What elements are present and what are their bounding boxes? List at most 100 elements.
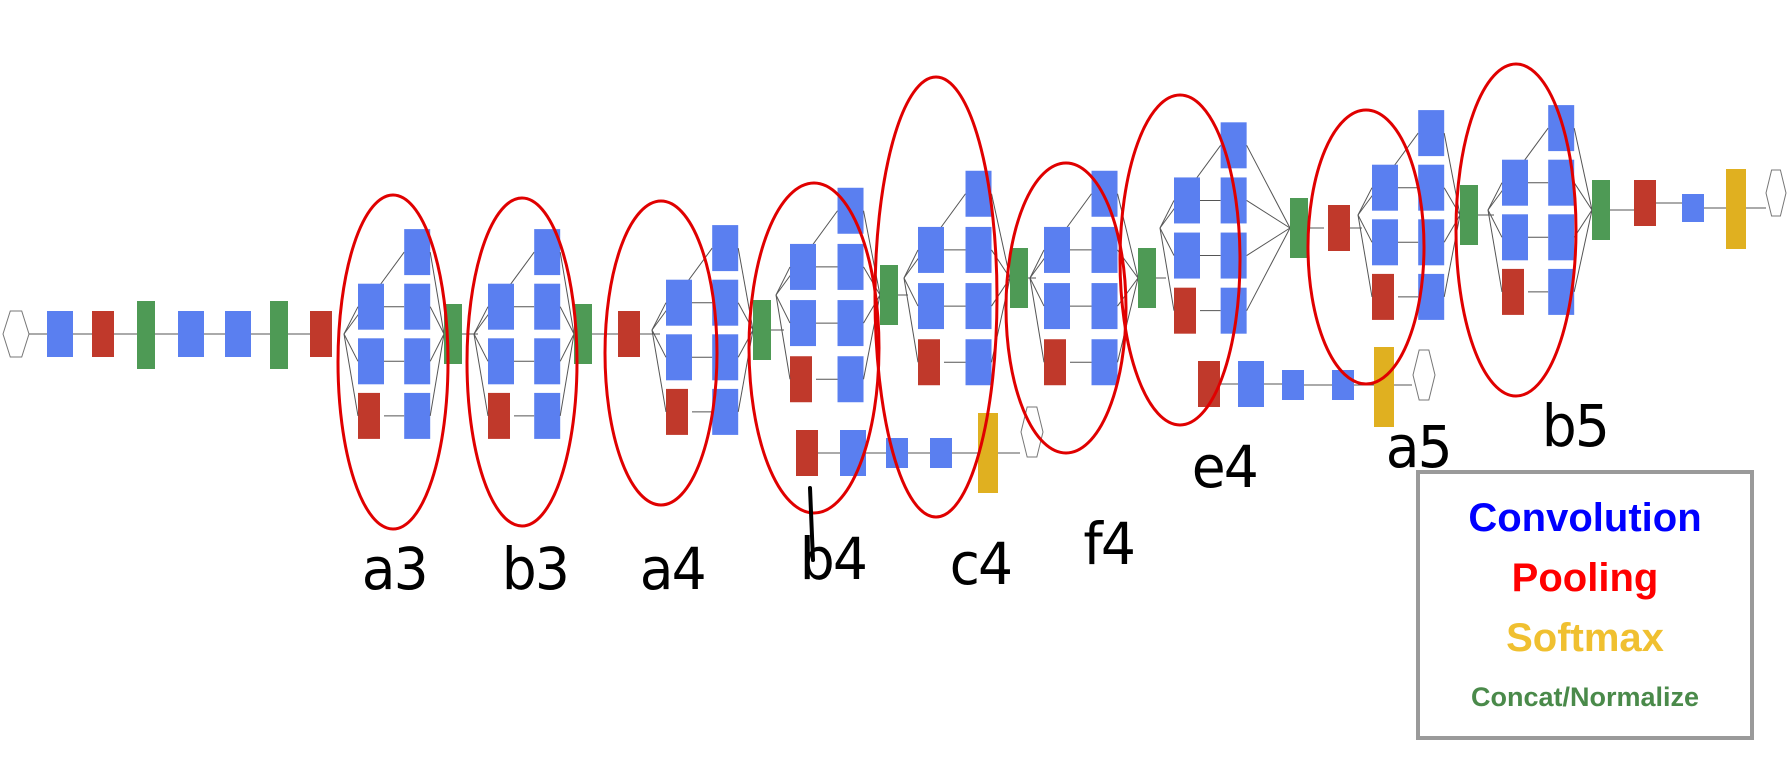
conv-block [534,392,561,439]
conv-block [1502,159,1528,206]
softmax-output-node [1765,169,1787,217]
softmax-output-node [1412,349,1436,401]
module-label-e4: e4 [1191,433,1259,501]
pool-block [618,311,640,357]
legend-concat: Concat/Normalize [1470,682,1700,712]
ellipse-marker [1454,62,1578,398]
conv-block [488,338,514,385]
conv-block [712,225,739,272]
connector-line [559,306,575,335]
concat-block [1138,248,1156,308]
softmax-block [978,413,998,493]
connector-line [473,333,489,416]
pool-block [1502,268,1524,315]
conv-block [1091,339,1118,386]
conv-block [965,339,992,386]
concat-block [574,304,592,364]
ellipse-marker [336,193,450,531]
pool-block [1634,180,1656,226]
pool-block [1372,273,1394,320]
concat-block [1290,198,1308,258]
fc-block [1282,370,1304,400]
connector-line [1246,145,1291,229]
connector-line [1029,277,1045,363]
connector-line [473,333,489,362]
module-label-b5: b5 [1541,392,1610,460]
connector-line [1029,277,1045,307]
pool-block [790,356,812,403]
connector-line [1487,182,1503,211]
connector-line [1357,214,1373,243]
conv-block [840,430,866,476]
connector-line [1573,182,1593,211]
concat-block [1460,185,1478,245]
connector-line [1246,227,1291,311]
ellipse-marker [1004,161,1128,455]
conv-block [1372,164,1398,211]
module-label-b4: b4 [799,525,868,593]
conv-block [1238,361,1264,407]
connector-line [775,266,791,296]
connector-line [903,277,919,363]
ellipse-marker [873,75,999,519]
connector-line [1357,214,1373,297]
connector-line [1117,193,1139,279]
ellipse-marker [1118,93,1242,427]
conv-block [837,300,864,347]
conv-block [712,388,739,435]
conv-block [1174,232,1200,279]
conv-block [404,392,431,439]
connector-line [775,294,791,380]
conv-block [790,243,816,290]
conv-block [1044,283,1070,330]
conv-block [1372,219,1398,266]
connector-line [1573,209,1593,293]
pool-block [358,392,380,439]
connector-line [559,252,575,335]
connector-line [1246,227,1291,256]
softmax-block [1374,347,1394,427]
connector-line [559,333,575,362]
fc-block [930,438,952,468]
conv-block [404,283,431,330]
conv-block [666,334,692,381]
pool-block [1044,339,1066,386]
connector-line [651,329,667,412]
conv-block [837,243,864,290]
conv-block [1220,122,1247,169]
connector-line [1573,127,1593,211]
pool-block [92,311,114,357]
input-node [2,310,30,358]
conv-block [1220,287,1247,334]
conv-block [1548,214,1575,261]
conv-block [225,311,251,357]
concat-block [1010,248,1028,308]
pool-block [1328,205,1350,251]
conv-block [837,356,864,403]
conv-block [1091,226,1118,273]
pool-block [1174,287,1196,334]
concat-block [880,265,898,325]
module-label-a4: a4 [639,535,707,603]
ellipse-marker [747,181,881,515]
module-label-c4: c4 [949,530,1013,598]
concat-block [270,301,288,369]
conv-block [534,229,561,276]
conv-block [47,311,73,357]
connector-line [1029,249,1045,279]
legend-pooling: Pooling [1511,556,1659,600]
pool-block [1198,361,1220,407]
conv-block [1418,110,1445,157]
conv-block [965,283,992,330]
connector-line [903,249,919,279]
ellipse-marker [465,196,579,528]
connector-line [1487,209,1503,238]
fc-block [1682,194,1704,222]
connector-line [651,329,667,358]
conv-block [534,338,561,385]
module-label-b3: b3 [501,535,570,603]
connector-line [775,294,791,324]
conv-block [1174,177,1200,224]
pool-block [666,388,688,435]
